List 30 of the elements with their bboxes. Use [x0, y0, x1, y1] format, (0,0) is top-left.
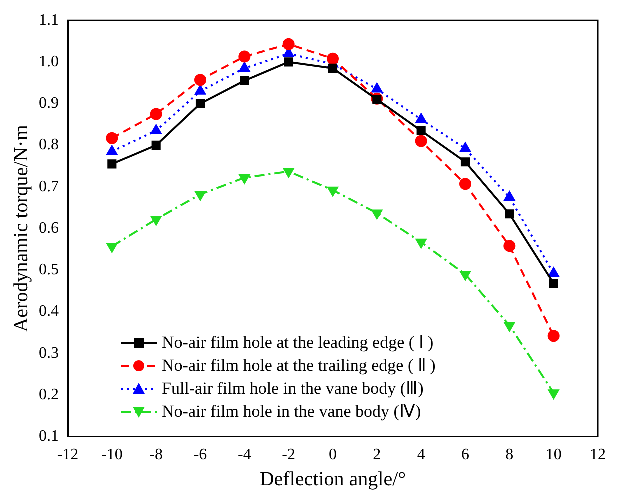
y-axis-title: Aerodynamic torque/N·m [10, 124, 32, 332]
y-tick-label: 0.3 [39, 344, 59, 362]
y-tick-label: 1.0 [39, 53, 59, 70]
legend-label: No-air film hole at the trailing edge ( Ⅱ ) [162, 355, 436, 376]
x-tick-label: 6 [462, 446, 470, 464]
x-tick-label: -2 [282, 446, 296, 464]
y-tick-label: 0.6 [39, 220, 59, 237]
x-tick-label: -10 [102, 446, 123, 464]
y-tick-label: 1.1 [39, 12, 59, 29]
x-tick-label: 8 [506, 446, 514, 464]
x-tick-label: -12 [57, 446, 79, 464]
x-axis-title: Deflection angle/° [260, 468, 406, 490]
y-tick-label: 0.4 [39, 303, 59, 320]
legend-label: Full-air film hole in the vane body (Ⅲ) [162, 378, 424, 399]
x-tick-label: 0 [329, 446, 337, 464]
y-tick-label: 0.7 [39, 178, 59, 196]
x-tick-label: 12 [590, 446, 606, 464]
y-tick-label: 0.9 [39, 95, 59, 112]
y-tick-label: 0.2 [39, 386, 59, 404]
legend-label: No-air film hole in the vane body (Ⅳ) [162, 401, 422, 422]
y-tick-label: 0.1 [39, 428, 59, 446]
legend-label: No-air film hole at the leading edge ( Ⅰ ) [162, 332, 434, 353]
y-tick-label: 0.8 [39, 136, 59, 154]
x-tick-label: 4 [417, 446, 426, 464]
x-tick-label: -4 [238, 446, 252, 464]
y-tick-label: 0.5 [39, 262, 59, 279]
x-tick-label: -6 [194, 446, 208, 464]
x-tick-label: 2 [373, 446, 382, 464]
x-tick-label: 10 [546, 446, 562, 464]
x-tick-label: -8 [150, 446, 163, 464]
